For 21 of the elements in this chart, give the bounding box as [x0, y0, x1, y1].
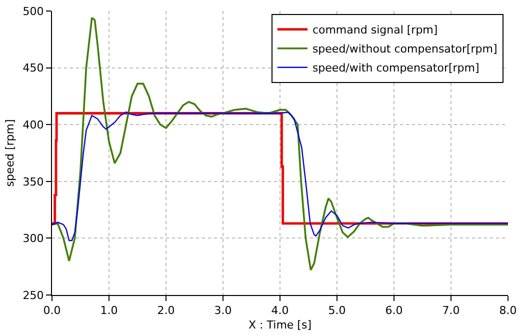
- x-tick-label: 5.0: [328, 304, 346, 318]
- legend-label: command signal [rpm]: [312, 24, 438, 37]
- x-tick-label: 0.0: [43, 304, 61, 318]
- y-tick-label: 500: [22, 4, 44, 18]
- y-tick-label: 350: [22, 175, 44, 188]
- x-tick-label: 4.0: [271, 304, 289, 318]
- y-tick-label: 400: [22, 118, 44, 132]
- legend-label: speed/without compensator[rpm]: [312, 42, 498, 56]
- x-tick-label: 8.0: [499, 304, 517, 318]
- y-tick-label: 450: [22, 62, 44, 75]
- legend-label: speed/with compensator[rpm]: [312, 62, 480, 75]
- x-tick-label: 2.0: [157, 304, 175, 318]
- y-tick-label: 300: [22, 232, 44, 246]
- x-tick-label: 7.0: [442, 304, 460, 318]
- y-tick-label: 250: [22, 288, 44, 302]
- x-axis-title: X : Time [s]: [248, 318, 312, 332]
- line-series: [52, 16, 508, 271]
- x-tick-label: 6.0: [385, 304, 403, 318]
- x-tick-label: 1.0: [100, 304, 118, 318]
- x-tick-label: 3.0: [214, 304, 232, 318]
- y-axis-title: speed [rpm]: [3, 119, 16, 187]
